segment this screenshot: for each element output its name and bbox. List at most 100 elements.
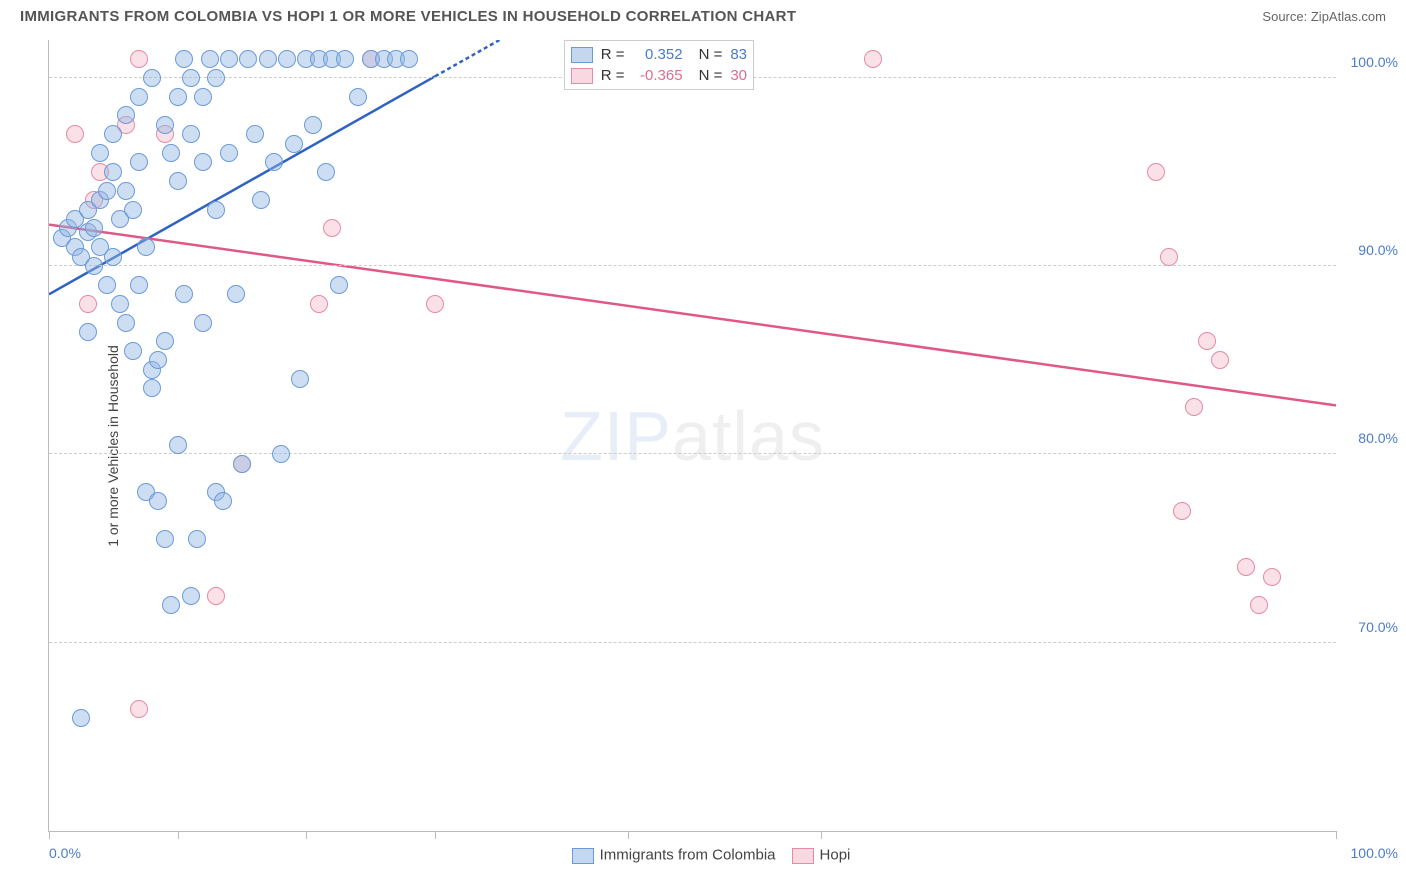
n-value: 30 xyxy=(730,67,747,84)
legend-correlation: R = 0.352 N = 83 R = -0.365 N = 30 xyxy=(564,40,754,90)
data-point-pink xyxy=(130,700,148,718)
data-point-pink xyxy=(1237,558,1255,576)
data-point-blue xyxy=(91,144,109,162)
data-point-blue xyxy=(175,285,193,303)
data-point-blue xyxy=(194,153,212,171)
data-point-blue xyxy=(220,144,238,162)
legend-swatch-pink xyxy=(792,848,814,864)
chart-title: IMMIGRANTS FROM COLOMBIA VS HOPI 1 OR MO… xyxy=(20,8,796,25)
legend-swatch-pink xyxy=(571,68,593,84)
y-tick-label: 100.0% xyxy=(1351,54,1398,70)
data-point-blue xyxy=(117,314,135,332)
watermark: ZIPatlas xyxy=(560,396,825,476)
data-point-blue xyxy=(182,125,200,143)
data-point-pink xyxy=(1198,332,1216,350)
n-label: N = xyxy=(699,46,723,63)
data-point-blue xyxy=(272,445,290,463)
data-point-blue xyxy=(79,323,97,341)
data-point-blue xyxy=(162,144,180,162)
data-point-blue xyxy=(98,276,116,294)
data-point-blue xyxy=(117,182,135,200)
gridline xyxy=(49,642,1336,643)
data-point-blue xyxy=(156,332,174,350)
data-point-blue xyxy=(137,238,155,256)
data-point-blue xyxy=(111,295,129,313)
data-point-pink xyxy=(1211,351,1229,369)
legend-bottom: Immigrants from ColombiaHopi xyxy=(0,846,1406,864)
r-value: -0.365 xyxy=(633,67,683,84)
data-point-blue xyxy=(85,257,103,275)
data-point-blue xyxy=(104,163,122,181)
source-value: ZipAtlas.com xyxy=(1311,9,1386,24)
data-point-pink xyxy=(1250,596,1268,614)
data-point-blue xyxy=(124,201,142,219)
data-point-blue xyxy=(336,50,354,68)
data-point-blue xyxy=(214,492,232,510)
data-point-blue xyxy=(117,106,135,124)
data-point-pink xyxy=(1147,163,1165,181)
data-point-blue xyxy=(349,88,367,106)
data-point-blue xyxy=(220,50,238,68)
source-attribution: Source: ZipAtlas.com xyxy=(1262,9,1386,24)
data-point-blue xyxy=(149,492,167,510)
data-point-blue xyxy=(130,88,148,106)
data-point-blue xyxy=(259,50,277,68)
data-point-blue xyxy=(278,50,296,68)
data-point-blue xyxy=(169,172,187,190)
r-label: R = xyxy=(601,67,625,84)
data-point-pink xyxy=(310,295,328,313)
data-point-blue xyxy=(182,69,200,87)
data-point-blue xyxy=(169,88,187,106)
x-tick xyxy=(178,831,179,839)
data-point-blue xyxy=(104,248,122,266)
data-point-pink xyxy=(66,125,84,143)
y-tick-label: 70.0% xyxy=(1358,619,1398,635)
data-point-pink xyxy=(323,219,341,237)
n-label: N = xyxy=(699,67,723,84)
data-point-blue xyxy=(400,50,418,68)
n-value: 83 xyxy=(730,46,747,63)
data-point-pink xyxy=(1263,568,1281,586)
data-point-blue xyxy=(291,370,309,388)
watermark-atlas: atlas xyxy=(672,397,825,475)
watermark-zip: ZIP xyxy=(560,397,672,475)
legend-label: Immigrants from Colombia xyxy=(600,847,776,864)
data-point-blue xyxy=(124,342,142,360)
data-point-blue xyxy=(143,379,161,397)
data-point-blue xyxy=(201,50,219,68)
legend-row: R = -0.365 N = 30 xyxy=(571,65,747,86)
source-label: Source: xyxy=(1262,9,1307,24)
data-point-blue xyxy=(104,125,122,143)
x-tick xyxy=(306,831,307,839)
gridline xyxy=(49,265,1336,266)
data-point-blue xyxy=(304,116,322,134)
data-point-blue xyxy=(265,153,283,171)
data-point-blue xyxy=(330,276,348,294)
data-point-pink xyxy=(79,295,97,313)
data-point-blue xyxy=(252,191,270,209)
data-point-blue xyxy=(156,116,174,134)
data-point-blue xyxy=(317,163,335,181)
data-point-blue xyxy=(207,201,225,219)
data-point-blue xyxy=(169,436,187,454)
r-label: R = xyxy=(601,46,625,63)
x-tick xyxy=(1336,831,1337,839)
data-point-blue xyxy=(246,125,264,143)
scatter-plot: ZIPatlas 70.0%80.0%90.0%100.0%0.0%100.0%… xyxy=(48,40,1336,832)
legend-row: R = 0.352 N = 83 xyxy=(571,44,747,65)
data-point-pink xyxy=(1160,248,1178,266)
x-tick xyxy=(49,831,50,839)
data-point-blue xyxy=(162,596,180,614)
y-tick-label: 80.0% xyxy=(1358,430,1398,446)
data-point-pink xyxy=(130,50,148,68)
data-point-pink xyxy=(1185,398,1203,416)
r-value: 0.352 xyxy=(633,46,683,63)
data-point-blue xyxy=(182,587,200,605)
data-point-blue xyxy=(175,50,193,68)
data-point-blue xyxy=(98,182,116,200)
data-point-pink xyxy=(207,587,225,605)
data-point-blue xyxy=(227,285,245,303)
data-point-blue xyxy=(149,351,167,369)
data-point-blue xyxy=(72,709,90,727)
data-point-blue xyxy=(285,135,303,153)
